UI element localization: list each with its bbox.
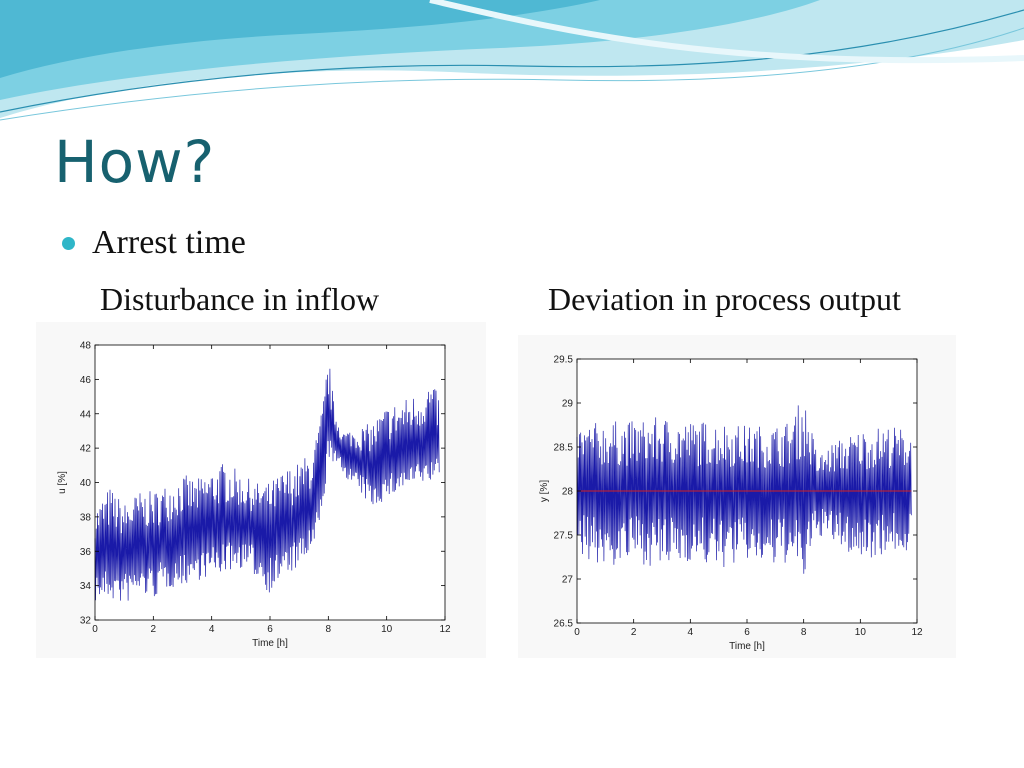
x-tick-label: 12 [911,627,923,638]
series-line [94,368,440,601]
y-tick-label: 34 [80,581,92,592]
y-tick-label: 36 [80,547,92,558]
y-tick-label: 27 [562,575,574,586]
x-tick-label: 4 [209,624,215,635]
y-tick-label: 44 [80,409,92,420]
bullet-text: Arrest time [92,224,246,261]
y-tick-label: 40 [80,478,92,489]
x-tick-label: 0 [92,624,98,635]
chart-deviation: 0 2 4 6 8 10 12 26.5 27 27.5 28 28.5 29 29.5 Time [h] y… [518,335,956,658]
x-tick-label: 2 [631,627,637,638]
caption-disturbance: Disturbance in inflow [100,281,380,317]
series-line [576,405,912,574]
x-tick-label: 4 [688,627,694,638]
y-tick-label: 27.5 [554,531,574,542]
slide-title: How? [54,128,216,196]
decorative-wave-banner [0,0,1024,121]
y-tick-label: 29 [562,399,574,410]
x-tick-label: 8 [326,624,332,635]
x-tick-label: 8 [801,627,807,638]
x-tick-label: 12 [439,624,451,635]
y-tick-label: 42 [80,444,92,455]
y-tick-label: 46 [80,375,92,386]
y-axis-label: y [%] [539,480,550,502]
y-tick-label: 38 [80,512,92,523]
y-tick-label: 32 [80,616,92,627]
x-tick-label: 0 [574,627,580,638]
x-axis-label: Time [h] [252,638,288,649]
y-tick-label: 26.5 [554,619,574,630]
x-axis-label: Time [h] [729,641,765,652]
x-tick-label: 10 [855,627,867,638]
caption-deviation: Deviation in process output [548,281,901,317]
x-tick-label: 10 [381,624,393,635]
y-tick-label: 48 [80,341,92,352]
chart-deviation-svg: 0 2 4 6 8 10 12 26.5 27 27.5 28 28.5 29 29.5 Time [h] y… [539,355,923,653]
x-tick-label: 2 [151,624,157,635]
bullet-dot-icon [62,237,75,250]
x-tick-label: 6 [744,627,750,638]
x-tick-label: 6 [267,624,273,635]
y-tick-label: 28 [562,487,574,498]
chart-disturbance: 0 2 4 6 8 10 12 32 34 36 38 40 42 44 46 48 Time [h] u [%] [36,322,486,658]
y-tick-label: 29.5 [554,355,574,366]
y-tick-label: 28.5 [554,443,574,454]
y-axis-label: u [%] [57,471,68,494]
